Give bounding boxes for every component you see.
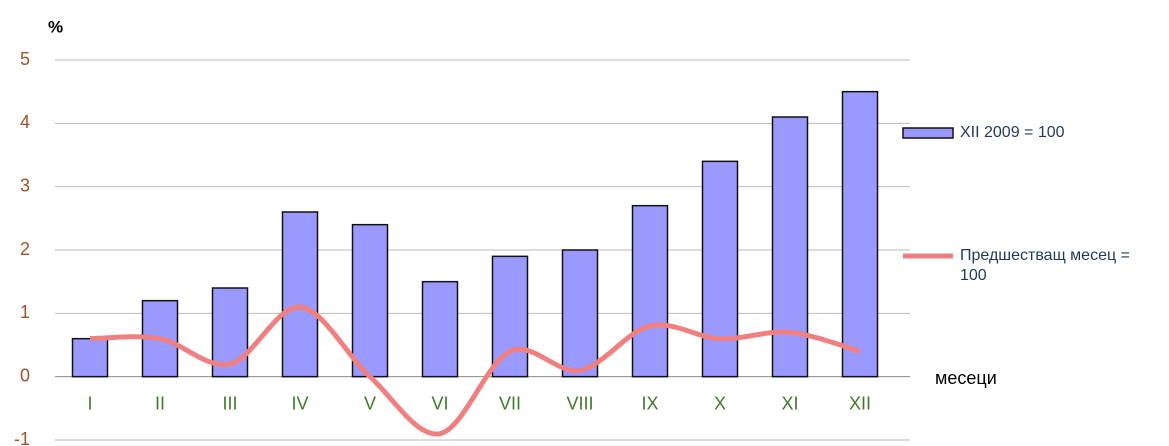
y-tick-label: 1 xyxy=(20,302,30,322)
bar xyxy=(421,280,459,378)
x-tick-label: II xyxy=(155,393,165,413)
bar xyxy=(71,337,109,378)
x-axis-label: месеци xyxy=(935,368,997,388)
legend-label: Предшестващ месец = 100 xyxy=(960,247,1130,284)
y-tick-label: 3 xyxy=(20,175,30,195)
bar xyxy=(841,90,879,378)
line xyxy=(89,304,861,437)
bar xyxy=(491,255,529,378)
y-tick-label: 0 xyxy=(20,365,30,385)
bar xyxy=(631,204,669,378)
legend-swatch xyxy=(902,127,954,139)
x-tick-label: VII xyxy=(499,393,521,413)
x-tick-label: V xyxy=(364,393,376,413)
x-tick-label: XI xyxy=(781,393,798,413)
y-tick-label: 2 xyxy=(20,239,30,259)
bar xyxy=(771,116,809,378)
x-tick-label: VI xyxy=(431,393,448,413)
legend-label: XII 2009 = 100 xyxy=(960,124,1065,141)
y-tick-label: -1 xyxy=(14,429,30,446)
x-tick-label: III xyxy=(222,393,237,413)
y-tick-label: 5 xyxy=(20,49,30,69)
x-tick-label: IX xyxy=(641,393,658,413)
x-tick-label: X xyxy=(714,393,726,413)
bar xyxy=(281,211,319,378)
y-axis-label: % xyxy=(48,17,63,36)
bar xyxy=(351,223,389,378)
bar xyxy=(701,160,739,378)
x-tick-label: VIII xyxy=(566,393,593,413)
y-tick-label: 4 xyxy=(20,112,30,132)
x-tick-label: I xyxy=(87,393,92,413)
x-tick-label: IV xyxy=(291,393,308,413)
bar xyxy=(561,249,599,378)
x-tick-label: XII xyxy=(849,393,871,413)
